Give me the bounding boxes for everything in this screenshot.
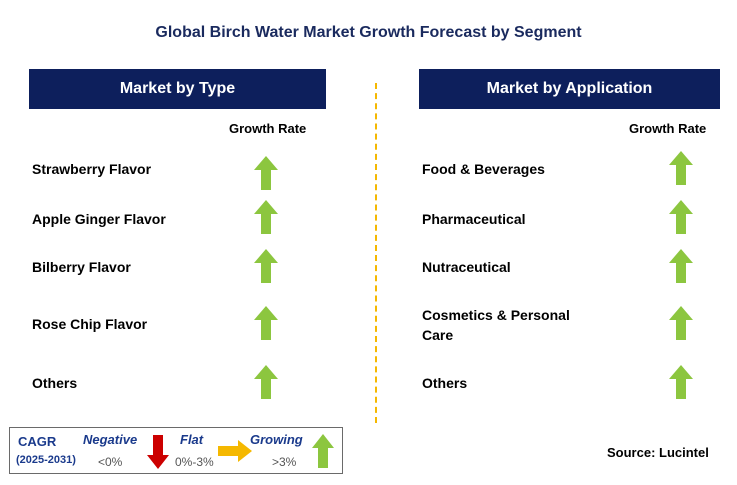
header-market-by-application: Market by Application [419,69,720,109]
legend-flat-range: 0%-3% [175,455,214,469]
source-label: Source: Lucintel [607,445,709,460]
legend-period-label: (2025-2031) [16,454,76,466]
up-arrow-icon [312,434,334,468]
application-item-others: Others [422,375,468,391]
up-arrow-icon [254,306,278,340]
up-arrow-icon [669,200,693,234]
right-arrow-icon [218,440,252,462]
type-item-others: Others [32,375,78,391]
legend-negative-label: Negative [83,432,138,447]
right-growth-rate-label: Growth Rate [629,121,707,136]
up-arrow-icon [254,365,278,399]
type-item-bilberry: Bilberry Flavor [32,259,131,275]
up-arrow-icon [669,365,693,399]
application-item-pharmaceutical: Pharmaceutical [422,211,526,227]
application-item-nutraceutical: Nutraceutical [422,259,511,275]
panel-divider [375,83,377,423]
application-item-food-beverages: Food & Beverages [422,161,545,177]
up-arrow-icon [669,249,693,283]
type-item-apple-ginger: Apple Ginger Flavor [32,211,166,227]
type-item-strawberry: Strawberry Flavor [32,161,152,177]
left-growth-rate-label: Growth Rate [229,121,307,136]
up-arrow-icon [254,200,278,234]
chart-title: Global Birch Water Market Growth Forecas… [155,24,582,41]
legend-negative-range: <0% [98,455,123,469]
header-market-by-type: Market by Type [29,69,326,109]
up-arrow-icon [254,156,278,190]
legend-growing-label: Growing [250,432,303,447]
cagr-legend: CAGR (2025-2031) Negative <0% Flat 0%-3%… [9,427,343,474]
up-arrow-icon [669,306,693,340]
up-arrow-icon [669,151,693,185]
header-market-by-type-label: Market by Type [119,80,236,97]
legend-growing-range: >3% [272,455,297,469]
up-arrow-icon [254,249,278,283]
type-item-rose-chip: Rose Chip Flavor [32,316,148,332]
down-arrow-icon [147,435,169,469]
legend-cagr-label: CAGR [18,434,57,449]
header-market-by-application-label: Market by Application [486,80,653,97]
application-item-cosmetics: Cosmetics & Personal Care [422,307,570,343]
legend-flat-label: Flat [180,432,204,447]
